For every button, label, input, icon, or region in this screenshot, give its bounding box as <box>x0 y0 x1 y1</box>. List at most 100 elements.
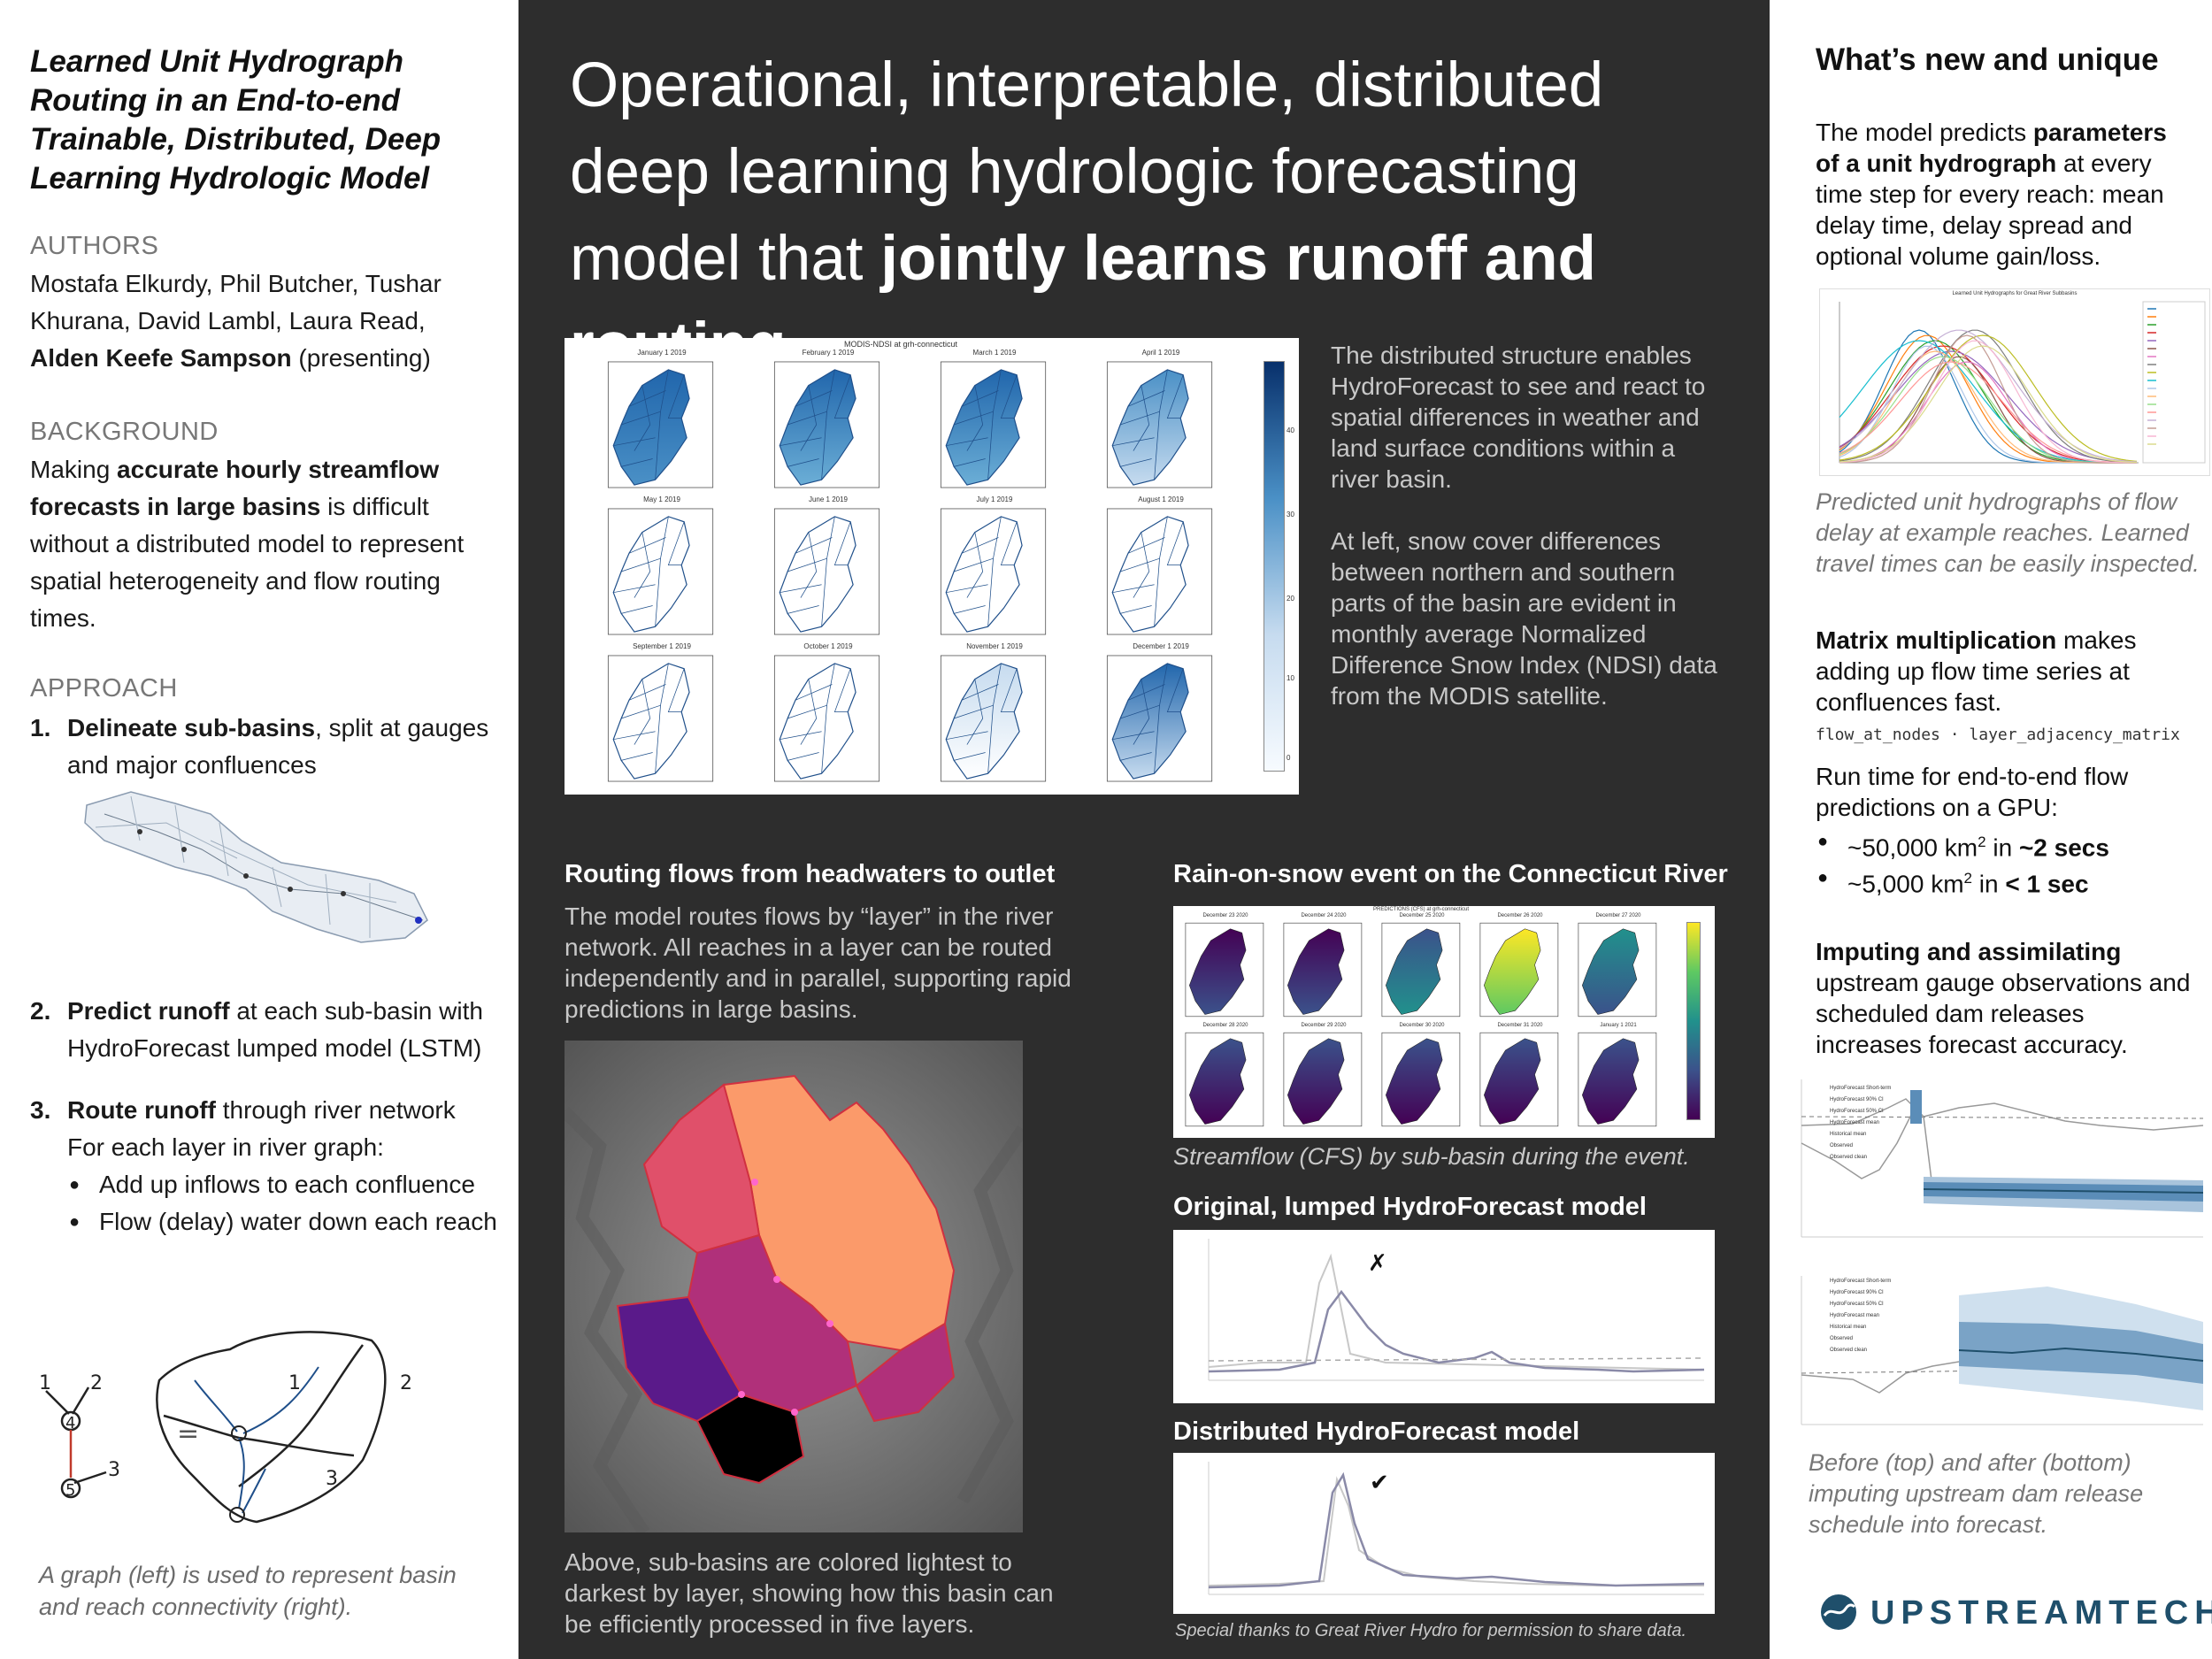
runtime-2-pre: ~5,000 km <box>1847 870 1964 898</box>
step-2-num: 2. <box>30 997 51 1025</box>
approach-steps-3: 3. Route runoff through river network For… <box>30 1092 508 1240</box>
ndsi-map-cell: September 1 2019 <box>582 642 741 784</box>
distributed-chart-panel: ✔ <box>1173 1453 1715 1614</box>
ndsi-text-2: At left, snow cover differences between … <box>1331 527 1717 710</box>
impute-bold: Imputing and assimilating <box>1816 938 2122 965</box>
ros-map-cell: December 29 2020 <box>1277 1023 1371 1129</box>
ros-basin-map <box>1479 1032 1559 1127</box>
background-post: is difficult without a distributed model… <box>30 493 465 632</box>
background-text: Making accurate hourly streamflow foreca… <box>30 451 499 637</box>
ros-panel-title: PREDICTIONS (CFS) at grh-connecticut <box>1372 907 1470 912</box>
graph-node-1-label: 1 <box>39 1372 51 1394</box>
ros-basin-map <box>1185 922 1264 1018</box>
ndsi-month-label: May 1 2019 <box>643 495 680 503</box>
ndsi-month-label: June 1 2019 <box>808 495 849 503</box>
ndsi-basin-map <box>773 361 880 488</box>
step-2-bold: Predict runoff <box>67 997 230 1025</box>
ros-map-grid: December 23 2020 December 24 2020 December… <box>1179 913 1670 1134</box>
subbasin-delineation-map <box>84 791 428 943</box>
ros-map-cell: December 25 2020 <box>1375 913 1469 1019</box>
impute-caption: Before (top) and after (bottom) imputing… <box>1809 1449 2144 1538</box>
ros-basin-map <box>1283 922 1363 1018</box>
left-column: Learned Unit Hydrograph Routing in an En… <box>0 0 518 1659</box>
uh-curves <box>1839 301 2206 464</box>
runtime-bullet-1: ~50,000 km2 in ~2 secs <box>1816 826 2196 863</box>
uh-curve <box>1839 345 2138 464</box>
step-1-bold: Delineate sub-basins <box>67 714 316 741</box>
before-legend-50ci: HydroForecast 50% CI <box>1830 1109 1884 1114</box>
after-legend-90ci: HydroForecast 90% CI <box>1830 1290 1884 1295</box>
authors-list: Mostafa Elkurdy, Phil Butcher, Tushar Kh… <box>30 270 442 334</box>
step-3-num: 3. <box>30 1096 51 1124</box>
ros-map-cell: December 28 2020 <box>1179 1023 1272 1129</box>
step-1-rest: , split at gauges and major confluences <box>67 714 489 779</box>
ndsi-map-cell: July 1 2019 <box>915 495 1074 637</box>
ros-basin-map <box>1479 922 1559 1018</box>
ndsi-basin-map <box>607 508 714 635</box>
matrix-rest: makes adding up flow time series at conf… <box>1816 626 2137 716</box>
uh-chart-panel: Learned Unit Hydrographs for Great River… <box>1819 288 2210 476</box>
after-legend-title: HydroForecast Short-term <box>1830 1279 1892 1284</box>
basin-label-2: 2 <box>400 1372 412 1394</box>
before-legend-90ci: HydroForecast 90% CI <box>1830 1097 1884 1102</box>
matrix-code: flow_at_nodes · layer_adjacency_matrix <box>1816 726 2180 744</box>
ndsi-basin-map <box>607 655 714 782</box>
uh-curve <box>1839 340 2137 464</box>
ros-date-label: December 31 2020 <box>1497 1023 1543 1028</box>
ros-date-label: December 27 2020 <box>1595 913 1641 918</box>
lumped-heading: Original, lumped HydroForecast model <box>1173 1193 1647 1221</box>
ros-date-label: December 24 2020 <box>1301 913 1347 918</box>
ros-basin-map <box>1381 1032 1461 1127</box>
before-legend-historical: Historical mean <box>1830 1132 1867 1137</box>
ndsi-map-cell: March 1 2019 <box>915 349 1074 490</box>
ndsi-month-label: August 1 2019 <box>1138 495 1184 503</box>
ros-date-label: December 23 2020 <box>1202 913 1248 918</box>
runtime-1-sup: 2 <box>1978 833 1986 850</box>
ndsi-text-1: The distributed structure enables HydroF… <box>1331 342 1706 493</box>
after-legend-historical: Historical mean <box>1830 1325 1867 1330</box>
ros-basin-map <box>1578 922 1657 1018</box>
graph-node-4-label: 4 <box>65 1414 75 1432</box>
runtime-2-bold: < 1 sec <box>2005 870 2089 898</box>
lumped-fail-mark: ✗ <box>1368 1249 1387 1276</box>
uh-bold: parameters of a unit hydrograph <box>1816 119 2167 177</box>
step-2: 2. Predict runoff at each sub-basin with … <box>30 993 499 1067</box>
ros-basin-map <box>1185 1032 1264 1127</box>
distributed-success-mark: ✔ <box>1370 1469 1389 1495</box>
ndsi-month-label: July 1 2019 <box>976 495 1013 503</box>
uh-caption: Predicted unit hydrographs of flow delay… <box>1816 488 2200 577</box>
routing-layer-svg <box>565 1041 1023 1532</box>
ndsi-tick-40: 40 <box>1286 426 1294 434</box>
ndsi-basin-map <box>773 508 880 635</box>
ros-date-label: December 25 2020 <box>1399 913 1445 918</box>
runtime-2-mid: in <box>1972 870 2006 898</box>
step-3: 3. Route runoff through river network For… <box>30 1092 508 1240</box>
ndsi-month-label: April 1 2019 <box>1141 349 1180 357</box>
ndsi-month-label: October 1 2019 <box>803 642 853 650</box>
runtime-bullets: ~50,000 km2 in ~2 secs ~5,000 km 2 in < 1… <box>1816 826 2196 900</box>
approach-steps-2: 2. Predict runoff at each sub-basin with … <box>30 993 499 1067</box>
step-2-rest: at each sub-basin with HydroForecast lum… <box>67 997 483 1062</box>
ros-date-label: December 30 2020 <box>1399 1023 1445 1028</box>
runtime-1-pre: ~50,000 km <box>1847 833 1978 862</box>
ndsi-basin-map <box>1106 655 1213 782</box>
after-legend-50ci: HydroForecast 50% CI <box>1830 1302 1884 1307</box>
lumped-hydrograph <box>1208 1239 1705 1381</box>
approach-heading: APPROACH <box>30 674 178 703</box>
graph-node-3-label: 3 <box>108 1459 120 1481</box>
ndsi-map-cell: August 1 2019 <box>1081 495 1240 637</box>
before-forecast-svg <box>1801 1079 2204 1238</box>
before-legend-observed: Observed <box>1830 1143 1854 1148</box>
graph-caption: A graph (left) is used to represent basi… <box>39 1562 457 1620</box>
ndsi-basin-map <box>940 655 1047 782</box>
before-legend-observed-clean: Observed clean <box>1830 1155 1868 1160</box>
ros-map-cell: December 24 2020 <box>1277 913 1371 1019</box>
ndsi-map-cell: October 1 2019 <box>749 642 908 784</box>
distributed-heading: Distributed HydroForecast model <box>1173 1417 1580 1446</box>
uh-curve <box>1839 334 2137 464</box>
right-column: What’s new and unique The model predicts… <box>1770 0 2212 1659</box>
ndsi-month-label: September 1 2019 <box>633 642 691 650</box>
ros-basin-map <box>1381 922 1461 1018</box>
ndsi-panel-title: MODIS-NDSI at grh-connecticut <box>843 340 958 349</box>
basin-label-3: 3 <box>326 1468 338 1490</box>
